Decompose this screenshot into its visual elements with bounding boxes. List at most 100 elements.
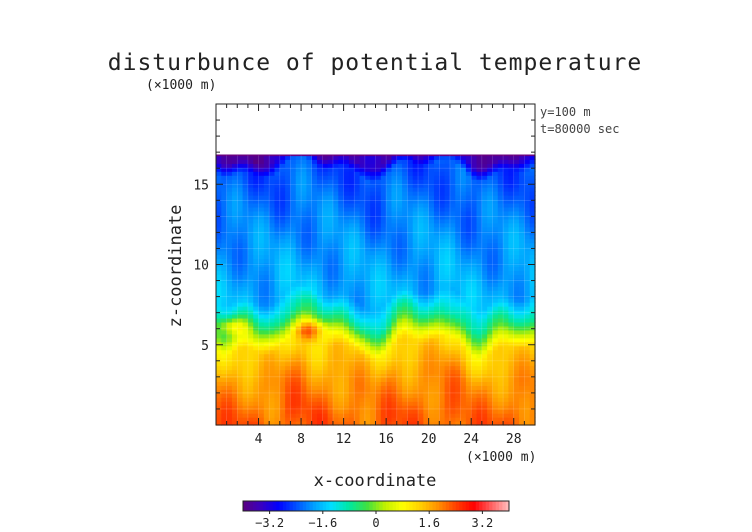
heatmap-cell — [460, 397, 467, 402]
heatmap-cell — [497, 294, 504, 299]
heatmap-cell — [524, 278, 531, 283]
heatmap-cell — [322, 187, 329, 192]
heatmap-cell — [237, 409, 244, 414]
heatmap-cell — [295, 385, 302, 390]
heatmap-cell — [338, 333, 345, 339]
heatmap-cell — [497, 413, 504, 418]
colorbar-segment — [262, 501, 267, 511]
heatmap-cell — [306, 385, 313, 390]
heatmap-cell — [487, 421, 494, 426]
heatmap-cell — [221, 274, 228, 279]
heatmap-cell — [338, 321, 345, 327]
heatmap-cell — [263, 298, 270, 303]
heatmap-cell — [455, 183, 462, 188]
heatmap-cell — [285, 266, 292, 271]
heatmap-cell — [508, 401, 515, 406]
heatmap-cell — [481, 191, 488, 196]
heatmap-cell — [428, 385, 435, 390]
heatmap-cell — [348, 159, 355, 164]
heatmap-cell — [317, 167, 323, 172]
heatmap-cell — [216, 397, 222, 402]
heatmap-cell — [386, 191, 393, 196]
heatmap-cell — [471, 234, 478, 240]
heatmap-cell — [322, 298, 329, 303]
heatmap-cell — [253, 195, 260, 200]
heatmap-cell — [455, 234, 462, 240]
heatmap-cell — [386, 183, 393, 188]
heatmap-cell — [428, 206, 435, 212]
heatmap-cell — [492, 361, 499, 367]
heatmap-cell — [221, 183, 228, 188]
heatmap-cell — [322, 226, 329, 232]
heatmap-cell — [290, 421, 297, 426]
heatmap-cell — [237, 159, 244, 164]
heatmap-cell — [237, 218, 244, 224]
heatmap-cell — [386, 365, 393, 371]
heatmap-cell — [519, 341, 525, 347]
heatmap-cell — [348, 234, 355, 240]
heatmap-cell — [529, 179, 536, 184]
heatmap-cell — [253, 286, 260, 291]
heatmap-cell — [269, 306, 276, 311]
heatmap-cell — [285, 294, 292, 299]
heatmap-cell — [354, 183, 361, 188]
heatmap-cell — [487, 401, 494, 406]
heatmap-cell — [513, 333, 520, 339]
heatmap-cell — [301, 345, 307, 351]
heatmap-cell — [487, 274, 494, 279]
heatmap-cell — [322, 254, 329, 260]
heatmap-cell — [370, 349, 377, 355]
heatmap-cell — [396, 317, 403, 323]
heatmap-cell — [513, 302, 520, 307]
heatmap-cell — [247, 278, 254, 283]
heatmap-cell — [269, 381, 276, 386]
heatmap-cell — [412, 183, 419, 188]
heatmap-cell — [471, 341, 478, 347]
heatmap-cell — [306, 337, 313, 343]
heatmap-cell — [460, 385, 467, 390]
heatmap-cell — [428, 286, 435, 291]
heatmap-cell — [370, 214, 377, 220]
chart-title: disturbunce of potential temperature — [108, 50, 643, 76]
heatmap-cell — [418, 262, 424, 267]
heatmap-cell — [529, 198, 536, 204]
heatmap-cell — [455, 409, 462, 414]
heatmap-cell — [306, 389, 313, 394]
heatmap-cell — [237, 282, 244, 287]
heatmap-cell — [253, 175, 260, 180]
heatmap-cell — [428, 238, 435, 244]
heatmap-cell — [348, 417, 355, 422]
heatmap-cell — [492, 167, 499, 172]
heatmap-cell — [269, 421, 276, 426]
heatmap-cell — [460, 321, 467, 327]
colorbar-segment — [329, 501, 334, 511]
heatmap-cell — [317, 345, 323, 351]
heatmap-cell — [508, 369, 515, 375]
heatmap-cell — [508, 258, 515, 264]
heatmap-cell — [391, 373, 398, 379]
heatmap-cell — [508, 282, 515, 287]
heatmap-cell — [295, 353, 302, 359]
heatmap-cell — [471, 329, 478, 335]
heatmap-cell — [306, 163, 313, 168]
heatmap-cell — [370, 167, 377, 172]
heatmap-cell — [354, 250, 361, 256]
heatmap-cell — [247, 333, 254, 339]
heatmap-cell — [242, 298, 249, 303]
heatmap-cell — [396, 345, 403, 351]
heatmap-cell — [253, 222, 260, 228]
heatmap-cell — [396, 302, 403, 307]
heatmap-cell — [279, 321, 286, 327]
heatmap-cell — [274, 365, 281, 371]
heatmap-cell — [433, 357, 440, 363]
colorbar-segment — [449, 501, 453, 511]
heatmap-cell — [237, 405, 244, 410]
heatmap-cell — [317, 262, 323, 267]
heatmap-cell — [216, 409, 222, 414]
heatmap-cell — [460, 230, 467, 236]
heatmap-cell — [253, 317, 260, 323]
heatmap-cell — [423, 313, 430, 319]
heatmap-cell — [285, 226, 292, 232]
heatmap-cell — [444, 222, 451, 228]
heatmap-cell — [402, 393, 408, 398]
